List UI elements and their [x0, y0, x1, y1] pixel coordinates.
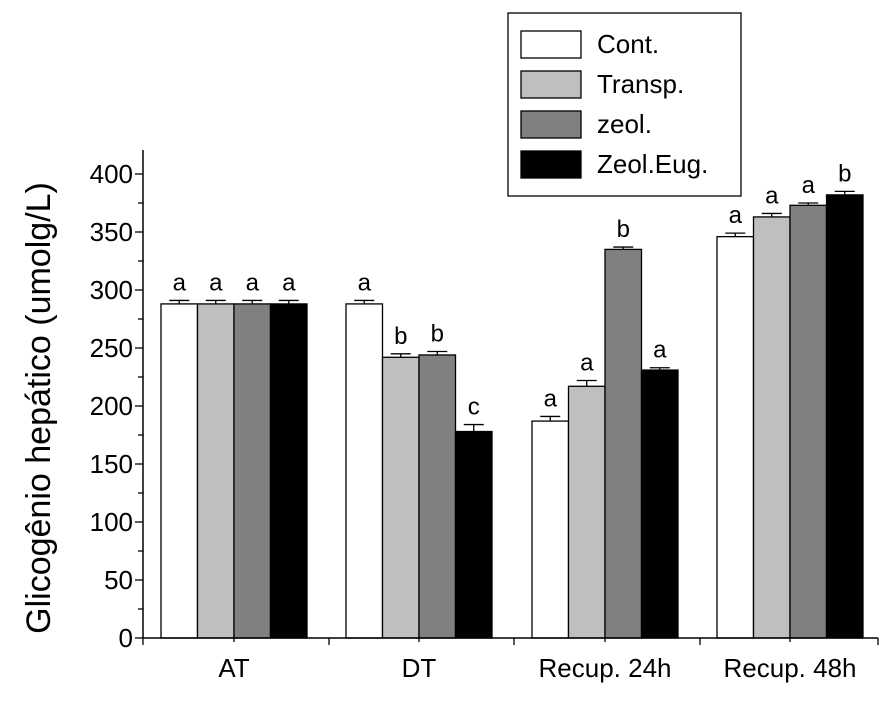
bar-0-1 — [196, 303, 235, 639]
bars-layer — [160, 194, 864, 639]
bar-2-2 — [604, 248, 643, 639]
significance-label-0-1: a — [209, 269, 223, 296]
bar-2-0 — [531, 420, 570, 639]
error-bars-layer — [169, 190, 855, 432]
y-tick-label-4: 200 — [90, 391, 133, 421]
y-axis-label: Glicogênio hepático (umolg/L) — [20, 182, 58, 634]
bar-0-0 — [160, 303, 199, 639]
y-tick-label-0: 0 — [119, 623, 133, 653]
bar-0-2 — [233, 303, 272, 639]
significance-label-1-1: b — [394, 323, 407, 350]
x-tick-label-2: Recup. 24h — [539, 653, 672, 683]
bar-0-3 — [269, 303, 308, 639]
significance-label-0-3: a — [282, 269, 296, 296]
significance-label-0-0: a — [173, 269, 187, 296]
bar-1-2 — [418, 354, 457, 639]
bar-1-1 — [381, 356, 420, 639]
bar-2-1 — [567, 385, 606, 639]
legend-swatch-2 — [520, 110, 582, 139]
x-tick-label-3: Recup. 48h — [724, 653, 857, 683]
bar-3-3 — [825, 194, 864, 639]
significance-label-3-0: a — [729, 202, 743, 229]
axes-layer: AT DT Recup. 24h Recup. 48h 0 50 100 150 200 250 3… — [90, 150, 879, 683]
significance-label-3-1: a — [765, 182, 779, 209]
legend-swatch-3 — [520, 150, 582, 179]
legend-label-2: zeol. — [597, 109, 652, 139]
y-tick-label-2: 100 — [90, 507, 133, 537]
legend: Cont. Transp. zeol. Zeol.Eug. — [507, 12, 742, 197]
bar-2-3 — [640, 369, 679, 639]
bar-3-2 — [789, 204, 828, 639]
significance-label-1-2: b — [431, 320, 444, 347]
y-tick-label-1: 50 — [104, 565, 133, 595]
y-tick-label-3: 150 — [90, 449, 133, 479]
significance-label-3-2: a — [802, 172, 816, 199]
legend-swatch-0 — [520, 30, 582, 59]
significance-label-3-3: b — [838, 160, 851, 187]
legend-label-3: Zeol.Eug. — [597, 149, 708, 179]
bar-1-0 — [345, 303, 384, 639]
significance-label-2-3: a — [653, 337, 667, 364]
significance-label-1-3: c — [468, 394, 480, 421]
bar-3-1 — [752, 216, 791, 639]
bar-3-0 — [716, 235, 755, 639]
significance-label-1-0: a — [358, 269, 372, 296]
legend-swatch-1 — [520, 70, 582, 99]
y-tick-label-5: 250 — [90, 333, 133, 363]
y-tick-label-7: 350 — [90, 217, 133, 247]
legend-label-0: Cont. — [597, 29, 659, 59]
legend-label-1: Transp. — [597, 69, 684, 99]
significance-label-2-0: a — [544, 385, 558, 412]
x-tick-label-1: DT — [402, 653, 437, 683]
y-tick-label-6: 300 — [90, 275, 133, 305]
bar-1-3 — [454, 430, 493, 639]
y-tick-label-8: 400 — [90, 159, 133, 189]
significance-label-2-2: b — [617, 216, 630, 243]
significance-label-0-2: a — [246, 269, 260, 296]
significance-label-2-1: a — [580, 349, 594, 376]
x-tick-label-0: AT — [218, 653, 249, 683]
